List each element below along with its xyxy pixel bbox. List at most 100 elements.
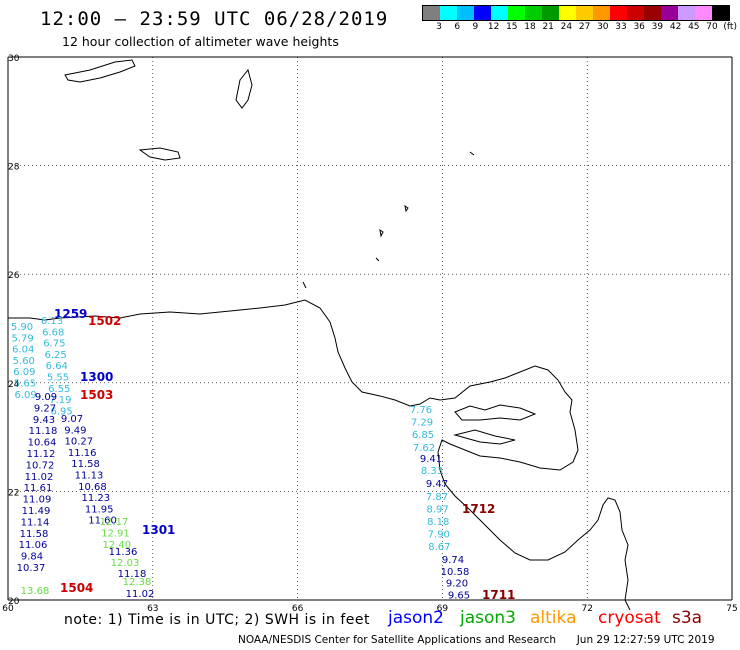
color-scale-legend — [422, 5, 730, 21]
wave-height-value: 11.23 — [81, 493, 110, 504]
wave-height-value: 12.03 — [111, 558, 140, 569]
wave-height-value: 7.87 — [426, 492, 448, 503]
credit-line: NOAA/NESDIS Center for Satellite Applica… — [238, 634, 715, 646]
wave-height-value: 7.76 — [410, 405, 432, 416]
wave-height-value: 12.38 — [123, 577, 152, 588]
wave-height-value: 11.14 — [21, 517, 50, 528]
legend-label: 30 — [597, 22, 609, 32]
wave-height-value: 11.95 — [85, 504, 114, 515]
legend-swatch — [423, 6, 440, 20]
wave-height-value: 11.12 — [27, 449, 56, 460]
pass-time-label: 1712 — [462, 502, 495, 516]
lat-label: 20 — [8, 597, 20, 607]
legend-swatch — [695, 6, 712, 20]
wave-height-value: 8.97 — [426, 505, 448, 516]
wave-height-value: 9.47 — [426, 479, 448, 490]
legend-swatch — [491, 6, 508, 20]
legend-swatch — [627, 6, 644, 20]
map-title: 12:00 — 23:59 UTC 06/28/2019 — [40, 8, 389, 30]
island-small-3 — [375, 257, 380, 262]
pass-time-label: 1300 — [80, 370, 113, 384]
wave-height-value: 11.49 — [22, 506, 51, 517]
wave-height-value: 9.07 — [61, 414, 83, 425]
wave-height-value: 11.58 — [71, 459, 100, 470]
wave-height-value: 10.64 — [28, 438, 57, 449]
legend-label: 6 — [454, 22, 461, 32]
legend-swatch — [559, 6, 576, 20]
legend-swatch — [508, 6, 525, 20]
pass-time-label: 1301 — [142, 523, 175, 537]
lat-label: 26 — [8, 271, 20, 281]
lat-label: 30 — [8, 54, 20, 64]
legend-label: 3 — [436, 22, 442, 32]
wave-height-value: 8.18 — [427, 517, 449, 528]
coastline-gujarat — [437, 365, 631, 611]
wave-height-value: 6.68 — [42, 327, 64, 338]
legend-swatch — [457, 6, 474, 20]
legend-label: 18 — [524, 22, 536, 32]
wave-height-value: 6.09 — [13, 367, 35, 378]
wave-height-value: 9.74 — [442, 555, 464, 566]
wave-height-value: 11.16 — [68, 448, 97, 459]
wave-height-value: 8.67 — [428, 542, 450, 553]
wave-height-value: 10.27 — [64, 437, 93, 448]
legend-swatch — [610, 6, 627, 20]
lon-label: 72 — [581, 604, 592, 614]
credit-text: NOAA/NESDIS Center for Satellite Applica… — [238, 634, 556, 646]
wave-height-value: 11.02 — [25, 472, 54, 483]
island-small-4 — [469, 151, 475, 156]
pass-time-label: 1711 — [482, 588, 515, 602]
legend-label: 33 — [615, 22, 627, 32]
wave-height-value: 6.85 — [412, 430, 434, 441]
legend-label: 70 — [706, 22, 718, 32]
satellite-name-jason3: jason3 — [460, 608, 516, 628]
satellite-name-altika: altika — [530, 608, 577, 628]
wave-height-value: 11.61 — [24, 483, 53, 494]
coastline — [8, 59, 631, 611]
legend-swatch — [440, 6, 457, 20]
rann-of-kutch — [454, 404, 537, 421]
lon-label: 75 — [726, 604, 737, 614]
lon-label: 63 — [147, 604, 158, 614]
legend-label: 45 — [688, 22, 700, 32]
wave-height-value: 11.09 — [23, 495, 52, 506]
wave-height-value: 6.55 — [48, 384, 70, 395]
wave-height-value: 7.19 — [49, 395, 71, 406]
wave-height-value: 6.95 — [50, 406, 72, 417]
wave-height-value: 5.55 — [47, 373, 69, 384]
island-musandam — [235, 68, 253, 109]
wave-height-value: 11.18 — [29, 426, 58, 437]
legend-label: 15 — [506, 22, 518, 32]
pass-time-label: 1502 — [88, 314, 121, 328]
wave-height-value: 10.37 — [17, 563, 46, 574]
island-southeast — [138, 147, 181, 161]
coastline-north — [8, 299, 441, 407]
wave-height-value: 6.75 — [43, 339, 65, 350]
legend-swatch — [678, 6, 695, 20]
satellite-name-s3a: s3a — [672, 608, 703, 628]
legend-swatch — [593, 6, 610, 20]
wave-height-value: 11.06 — [19, 540, 48, 551]
island-small-2 — [379, 228, 384, 238]
legend-label: 21 — [542, 22, 554, 32]
wave-height-value: 9.41 — [420, 454, 442, 465]
wave-height-value: 6.09 — [14, 390, 36, 401]
gulf-of-kutch — [453, 429, 516, 445]
wave-height-value: 7.29 — [411, 418, 433, 429]
wave-height-value: 5.79 — [11, 333, 33, 344]
lat-label: 28 — [8, 163, 20, 173]
satellite-name-jason2: jason2 — [388, 608, 444, 628]
wave-height-value: 5.90 — [11, 322, 33, 333]
wave-height-value: 9.27 — [34, 403, 56, 414]
wave-height-value: 11.60 — [88, 516, 117, 527]
wave-height-value: 11.36 — [109, 547, 138, 558]
map-subtitle: 12 hour collection of altimeter wave hei… — [62, 34, 339, 49]
wave-height-value: 12.91 — [101, 529, 130, 540]
wave-height-value: 13.68 — [21, 586, 50, 597]
credit-timestamp: Jun 29 12:27:59 UTC 2019 — [576, 634, 715, 646]
wave-height-value: 5.60 — [13, 356, 35, 367]
wave-height-value: 6.64 — [46, 361, 68, 372]
wave-height-values: 5.905.796.045.606.095.656.096.136.686.75… — [11, 316, 470, 601]
legend-swatch — [474, 6, 491, 20]
